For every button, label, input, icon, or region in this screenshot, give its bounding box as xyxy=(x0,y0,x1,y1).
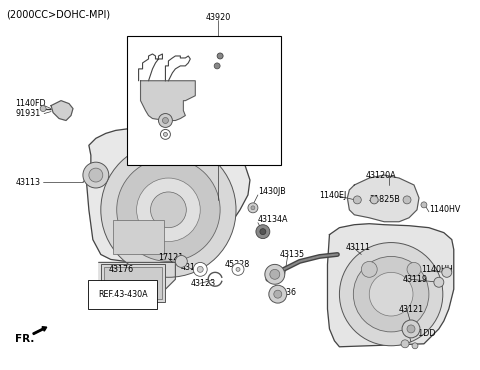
Text: 45328: 45328 xyxy=(225,260,251,269)
Circle shape xyxy=(401,340,409,348)
Circle shape xyxy=(144,144,153,152)
Text: 1140HH: 1140HH xyxy=(421,265,453,274)
Text: 43714B: 43714B xyxy=(185,113,216,122)
Text: 17121: 17121 xyxy=(158,253,184,262)
Text: 1140EJ: 1140EJ xyxy=(320,191,347,201)
Circle shape xyxy=(160,130,170,139)
Circle shape xyxy=(361,262,377,277)
Bar xyxy=(104,268,162,299)
Text: 43838: 43838 xyxy=(185,129,210,138)
Text: 91931B: 91931B xyxy=(240,57,271,65)
Circle shape xyxy=(89,168,103,182)
Circle shape xyxy=(193,262,207,276)
Text: 1751DD: 1751DD xyxy=(403,329,435,339)
Text: 43136: 43136 xyxy=(272,288,297,297)
Text: 43116: 43116 xyxy=(180,263,205,272)
Circle shape xyxy=(434,277,444,287)
Text: 43121: 43121 xyxy=(399,305,424,313)
Circle shape xyxy=(412,343,418,349)
Circle shape xyxy=(214,63,220,69)
Text: FR.: FR. xyxy=(15,334,35,344)
Polygon shape xyxy=(99,262,175,289)
Circle shape xyxy=(403,196,411,204)
Circle shape xyxy=(251,206,255,210)
Text: 1140FD: 1140FD xyxy=(15,99,46,108)
Bar xyxy=(101,265,166,302)
Text: 91931: 91931 xyxy=(15,109,40,118)
Circle shape xyxy=(421,202,427,208)
Circle shape xyxy=(117,158,220,262)
Polygon shape xyxy=(141,81,195,121)
Text: 43113: 43113 xyxy=(15,178,40,186)
Text: 1430JB: 1430JB xyxy=(258,188,286,196)
Circle shape xyxy=(370,196,378,204)
Text: 43176: 43176 xyxy=(109,265,134,274)
Circle shape xyxy=(164,132,168,137)
Polygon shape xyxy=(348,175,419,222)
Bar xyxy=(113,220,165,255)
Circle shape xyxy=(407,262,421,276)
Circle shape xyxy=(353,256,429,332)
Text: 21825B: 21825B xyxy=(369,195,400,204)
Circle shape xyxy=(269,285,287,303)
Circle shape xyxy=(442,268,452,277)
Circle shape xyxy=(137,178,200,242)
Circle shape xyxy=(236,268,240,271)
Circle shape xyxy=(260,229,266,235)
Text: 43120A: 43120A xyxy=(365,171,396,179)
Polygon shape xyxy=(327,224,454,347)
Circle shape xyxy=(353,196,361,204)
Circle shape xyxy=(232,263,244,275)
Circle shape xyxy=(151,192,186,228)
Circle shape xyxy=(248,203,258,213)
FancyArrow shape xyxy=(33,327,47,334)
Text: 1125DA: 1125DA xyxy=(240,41,272,50)
Circle shape xyxy=(402,320,420,338)
Circle shape xyxy=(274,290,282,298)
Bar xyxy=(127,36,281,165)
Circle shape xyxy=(270,269,280,279)
Circle shape xyxy=(197,266,203,272)
Circle shape xyxy=(175,255,187,268)
Text: 43115: 43115 xyxy=(136,148,161,157)
Text: (2000CC>DOHC-MPI): (2000CC>DOHC-MPI) xyxy=(6,9,110,19)
Text: 43134A: 43134A xyxy=(258,215,288,224)
Text: 43920: 43920 xyxy=(205,13,231,22)
Circle shape xyxy=(407,325,415,333)
Text: 43929: 43929 xyxy=(156,44,181,53)
Text: REF.43-430A: REF.43-430A xyxy=(98,290,147,299)
Circle shape xyxy=(140,139,157,157)
Circle shape xyxy=(265,265,285,284)
Circle shape xyxy=(40,105,46,112)
Circle shape xyxy=(256,225,270,239)
Circle shape xyxy=(101,142,236,277)
Polygon shape xyxy=(86,128,250,269)
Circle shape xyxy=(162,118,168,124)
Circle shape xyxy=(339,243,443,346)
Text: 43123: 43123 xyxy=(190,279,216,288)
Text: 1140HV: 1140HV xyxy=(429,205,460,214)
Text: 43119: 43119 xyxy=(403,275,428,284)
Text: 43135: 43135 xyxy=(280,250,305,259)
Circle shape xyxy=(217,53,223,59)
Polygon shape xyxy=(51,101,73,121)
Circle shape xyxy=(83,162,109,188)
Circle shape xyxy=(158,114,172,127)
Text: 43928: 43928 xyxy=(132,48,157,57)
Text: 43111: 43111 xyxy=(346,243,371,252)
Circle shape xyxy=(369,272,413,316)
